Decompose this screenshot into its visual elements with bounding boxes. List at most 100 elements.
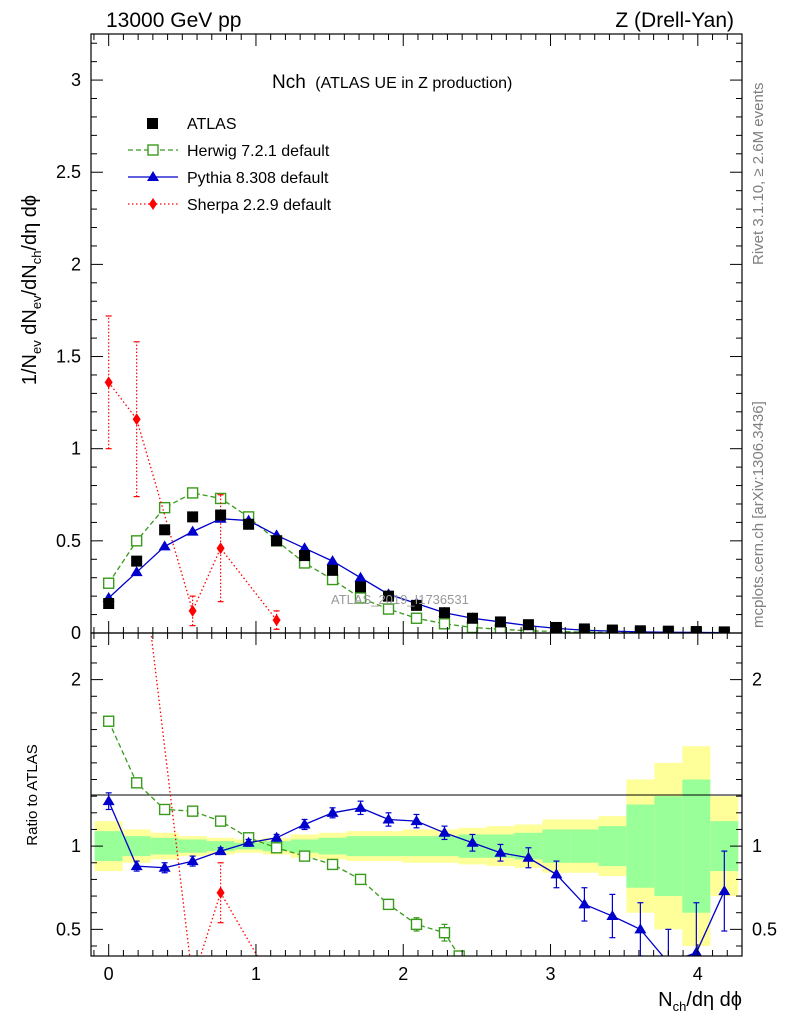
- ratio-herwig-point: [214, 815, 227, 827]
- main-atlas-point: [578, 623, 590, 633]
- ratio-herwig-line: [108, 720, 460, 956]
- main-sherpa-point: [104, 376, 113, 389]
- main-herwig-point: [410, 612, 423, 624]
- ratio-band-inner: [402, 836, 431, 857]
- axis-ticks: 0 1 2 3 4 0 0.5 1 1.5 2 2.5 3 0.5 0.5 1 1 2 2: [56, 34, 777, 984]
- ratio-band-inner: [682, 779, 711, 913]
- main-atlas-point: [690, 626, 702, 633]
- ratio-pythia-point: [578, 898, 591, 909]
- main-sherpa-point: [188, 604, 197, 617]
- main-herwig-point: [186, 487, 199, 499]
- ratio-herwig-point: [438, 926, 451, 939]
- legend-marker-pythia: [147, 171, 159, 181]
- ratio-sherpa-line: [150, 633, 259, 956]
- ratio-pythia-point: [382, 813, 395, 824]
- main-atlas-point: [634, 625, 646, 633]
- main-atlas-point: [550, 621, 562, 633]
- ratio-pythia-point: [410, 815, 423, 826]
- ratio-herwig-point: [102, 715, 115, 727]
- y-tick-label-ratio-right: 2: [752, 670, 762, 690]
- ratio-herwig-point: [130, 777, 143, 789]
- y-tick-label-ratio: 0.5: [56, 919, 81, 939]
- main-sherpa-point: [216, 542, 225, 555]
- ratio-herwig-point: [382, 898, 395, 911]
- main-atlas-point: [522, 619, 534, 631]
- ratio-sherpa-point: [189, 975, 197, 987]
- y-axis-label-ratio: Ratio to ATLAS: [24, 744, 41, 845]
- ratio-pythia-point: [550, 868, 563, 879]
- ratio-frame: [90, 632, 743, 957]
- ratio-band-inner: [654, 796, 683, 897]
- main-pythia-point: [130, 566, 143, 577]
- main-herwig-line: [108, 492, 725, 633]
- legend-marker-herwig: [147, 144, 159, 156]
- ratio-band-inner: [318, 837, 347, 855]
- main-atlas-point: [355, 581, 367, 593]
- rivet-label: Rivet 3.1.10, ≥ 2.6M events: [750, 83, 767, 266]
- y-tick-label-main: 3: [71, 70, 81, 90]
- ratio-pythia-point: [354, 801, 367, 812]
- y-tick-label-main: 2: [71, 254, 81, 274]
- ratio-pythia-point: [662, 957, 674, 967]
- x-tick-label: 1: [251, 964, 261, 984]
- ratio-band-inner: [346, 836, 375, 857]
- main-herwig-point: [158, 501, 171, 514]
- ratio-sherpa-point: [216, 886, 225, 899]
- ratio-band-inner: [430, 836, 459, 857]
- ratio-herwig-point: [158, 803, 171, 816]
- ratio-herwig-point: [186, 805, 199, 817]
- x-tick-label: 3: [546, 964, 556, 984]
- ratio-plot-data: [102, 507, 731, 995]
- legend-marker-sherpa: [149, 198, 157, 210]
- analysis-watermark: ATLAS_2019_I1736531: [331, 592, 469, 607]
- main-atlas-point: [159, 524, 171, 536]
- ratio-band-inner: [570, 829, 599, 863]
- legend-label-atlas: ATLAS: [187, 116, 237, 133]
- ratio-pythia-point: [102, 795, 115, 806]
- main-atlas-point: [411, 599, 422, 611]
- y-tick-label-main: 1.5: [56, 347, 81, 367]
- main-pythia-point: [298, 542, 311, 553]
- ratio-pythia-point: [270, 831, 283, 842]
- main-herwig-point: [438, 618, 451, 630]
- ratio-band-inner: [122, 836, 151, 857]
- plot-title-sub: (ATLAS UE in Z production): [315, 75, 512, 92]
- main-herwig-point: [466, 621, 479, 633]
- main-herwig-point: [102, 577, 115, 589]
- ratio-band-inner: [542, 829, 571, 863]
- ratio-pythia-point: [130, 860, 143, 871]
- main-pythia-point: [354, 571, 367, 582]
- ratio-sherpa-point: [133, 507, 141, 519]
- ratio-pythia-point: [298, 818, 311, 829]
- main-herwig-point: [354, 592, 367, 604]
- y-axis-label-main: 1/Nev dNev/dNch/dη dϕ: [19, 195, 44, 385]
- ratio-herwig-point: [326, 858, 339, 871]
- main-atlas-point: [606, 624, 618, 633]
- legend-label-pythia: Pythia 8.308 default: [187, 170, 329, 187]
- plot-title-main: Nch: [272, 72, 306, 93]
- ratio-band-inner: [178, 839, 207, 853]
- main-pythia-point: [186, 525, 199, 536]
- ratio-herwig-point: [270, 842, 283, 854]
- ratio-sherpa-point: [273, 983, 281, 995]
- main-atlas-point: [327, 564, 339, 576]
- main-atlas-point: [243, 518, 255, 530]
- ratio-pythia-point: [242, 836, 255, 847]
- y-tick-label-ratio-right: 1: [752, 836, 762, 856]
- plot-title: Nch (ATLAS UE in Z production): [272, 72, 512, 93]
- y-tick-label-ratio: 2: [71, 670, 81, 690]
- x-axis-label: Nch/dη dϕ: [658, 989, 742, 1014]
- ratio-pythia-point: [438, 826, 451, 837]
- main-atlas-point: [103, 598, 115, 610]
- main-sherpa-point: [132, 413, 141, 426]
- main-atlas-point: [718, 626, 730, 633]
- y-tick-label-main: 1: [71, 439, 81, 459]
- legend-label-herwig: Herwig 7.2.1 default: [187, 143, 330, 160]
- ratio-pythia-point: [326, 806, 339, 817]
- main-atlas-point: [494, 616, 506, 628]
- main-herwig-point: [130, 535, 143, 547]
- x-tick-label: 0: [104, 964, 114, 984]
- main-atlas-point: [299, 550, 311, 562]
- main-sherpa-line: [108, 381, 278, 621]
